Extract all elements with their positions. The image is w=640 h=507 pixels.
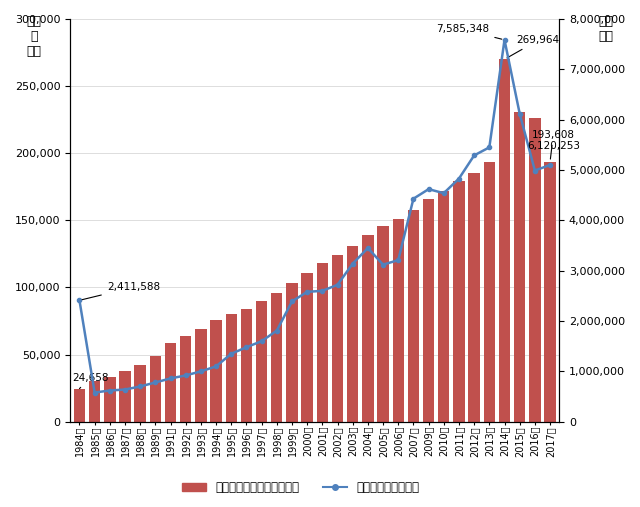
Text: 269,964: 269,964 <box>507 35 560 58</box>
Bar <box>256 301 268 422</box>
Bar <box>134 366 146 422</box>
Bar <box>119 371 131 422</box>
Bar <box>301 273 313 422</box>
Text: 2,411,588: 2,411,588 <box>82 282 160 300</box>
Bar <box>74 389 85 422</box>
Bar <box>89 381 100 422</box>
Text: 193,608: 193,608 <box>532 130 575 159</box>
Bar <box>392 219 404 422</box>
Bar <box>423 199 435 422</box>
Bar <box>529 118 541 422</box>
Bar <box>468 173 480 422</box>
Text: 6,120,253: 6,120,253 <box>527 141 580 151</box>
Bar <box>286 283 298 422</box>
Bar <box>438 191 449 422</box>
Bar <box>195 329 207 422</box>
Bar <box>165 343 176 422</box>
Bar <box>378 226 388 422</box>
Bar <box>332 255 343 422</box>
Y-axis label: （団
体
数）: （団 体 数） <box>26 15 41 58</box>
Bar <box>453 182 465 422</box>
Bar <box>271 293 282 422</box>
Bar <box>150 356 161 422</box>
Bar <box>211 320 222 422</box>
Bar <box>241 309 252 422</box>
Bar <box>317 263 328 422</box>
Bar <box>180 336 191 422</box>
Text: 24,658: 24,658 <box>72 373 108 389</box>
Bar <box>225 314 237 422</box>
Text: 7,585,348: 7,585,348 <box>436 24 502 39</box>
Legend: 団体所属ボランティア人数, ボランティア団体数: 団体所属ボランティア人数, ボランティア団体数 <box>178 476 424 498</box>
Bar <box>347 246 358 422</box>
Bar <box>545 162 556 422</box>
Bar <box>104 377 115 422</box>
Bar <box>408 209 419 422</box>
Y-axis label: （人
数）: （人 数） <box>598 15 613 43</box>
Bar <box>362 235 374 422</box>
Bar <box>499 59 510 422</box>
Bar <box>514 112 525 422</box>
Bar <box>484 162 495 422</box>
